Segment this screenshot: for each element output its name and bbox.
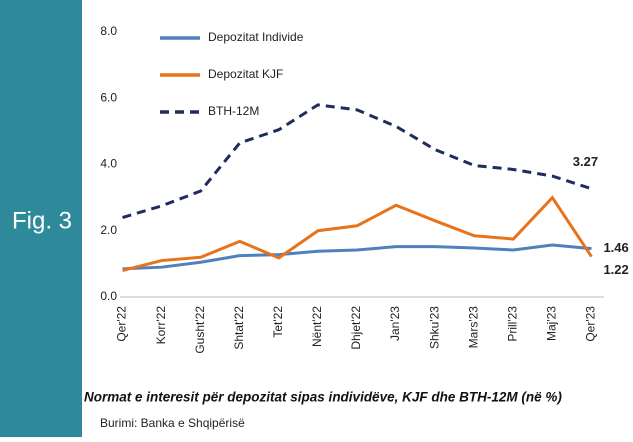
y-tick-label: 8.0 [100, 24, 117, 38]
legend-label: Depozitat Individe [208, 30, 304, 44]
data-label: 3.27 [573, 154, 598, 169]
x-tick-label: Nënt'22 [310, 306, 324, 347]
x-tick-label: Shku'23 [427, 306, 441, 349]
x-tick-label: Shtat'22 [232, 306, 246, 350]
series-line [122, 243, 592, 271]
x-tick-label: Gusht'22 [193, 306, 207, 354]
x-tick-label: Qer'22 [115, 306, 129, 342]
x-tick-label: Tet'22 [271, 306, 285, 338]
x-tick-label: Jan'23 [388, 306, 402, 341]
x-tick-label: Korr'22 [154, 306, 168, 345]
source: Burimi: Banka e Shqipërisë [100, 416, 245, 430]
legend-label: Depozitat KJF [208, 67, 283, 81]
figure-label: Fig. 3 [12, 207, 72, 234]
x-tick-label: Qer'23 [584, 306, 598, 342]
chart-title: Normat e interesit për depozitat sipas i… [84, 390, 562, 405]
y-tick-label: 2.0 [100, 223, 117, 237]
x-tick-label: Mars'23 [466, 306, 480, 349]
side-band [0, 0, 82, 437]
y-tick-label: 0.0 [100, 289, 117, 303]
data-label: 1.22 [603, 262, 628, 277]
data-label: 1.46 [603, 240, 628, 255]
series-line [122, 103, 592, 219]
x-tick-label: Maj'23 [545, 306, 559, 341]
x-tick-label: Prill'23 [505, 306, 519, 342]
legend-label: BTH-12M [208, 104, 259, 118]
series-line [122, 195, 593, 272]
y-tick-label: 6.0 [100, 90, 117, 104]
y-tick-label: 4.0 [100, 157, 117, 171]
x-tick-label: Dhjet'22 [349, 306, 363, 350]
